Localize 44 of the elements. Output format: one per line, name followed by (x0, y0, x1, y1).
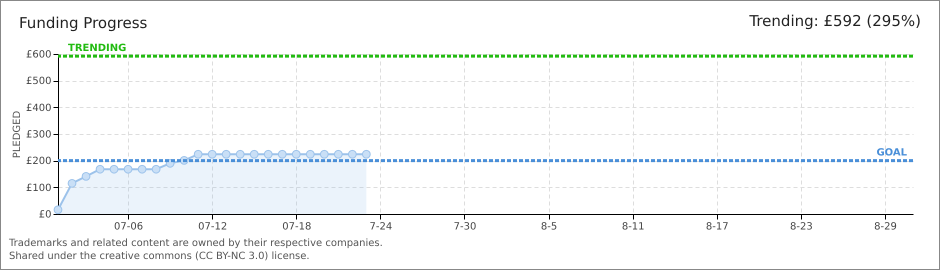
point (152, 164, 160, 174)
point (320, 150, 329, 159)
point (222, 150, 231, 159)
point (236, 150, 245, 159)
point (250, 150, 259, 159)
x-tick-label: 8-11 (622, 222, 645, 232)
y-tick-label: £100 (26, 182, 52, 194)
point (110, 164, 118, 174)
y-tick-label: £200 (26, 156, 52, 168)
chart-title: Funding Progress (19, 14, 148, 32)
x-tick-label: 07-06 (114, 222, 144, 232)
text: Trademarks and related content are owned by their respective companies. (9, 237, 383, 250)
point (68, 178, 76, 188)
text: Trending: £592 (295%) (749, 12, 921, 30)
y-tick-label: £300 (26, 130, 52, 140)
ref-line-label: GOAL (876, 148, 908, 159)
point (208, 150, 217, 159)
point (306, 150, 315, 159)
x-tick-label: 7-24 (370, 222, 392, 232)
point (194, 150, 203, 159)
y-tick-label: £500 (26, 76, 52, 88)
point (292, 150, 301, 159)
point (96, 164, 104, 174)
ref-line-label: TRENDING (68, 43, 126, 54)
point (362, 150, 371, 159)
point (278, 150, 287, 159)
point (138, 164, 146, 174)
x-tick-label: 07-12 (198, 222, 228, 232)
x-tick-label: 8-23 (790, 222, 813, 232)
x-tick-label: 8-29 (874, 222, 897, 232)
point (124, 164, 132, 174)
x-tick-label: 8-5 (540, 222, 558, 232)
point (264, 150, 273, 159)
y-tick-label: £600 (26, 50, 52, 60)
point (82, 172, 90, 181)
point (348, 150, 357, 159)
x-tick-label: 07-18 (282, 222, 312, 232)
x-tick-label: 7-30 (454, 222, 476, 232)
x-tick-label: 8-17 (706, 222, 729, 232)
text: Shared under the creative commons (CC BY-NC 3.0) license. (9, 250, 311, 263)
y-axis-title: PLEDGED (12, 110, 24, 158)
point (334, 150, 343, 159)
y-tick-label: £400 (26, 102, 52, 114)
y-tick-label: £0 (38, 210, 52, 220)
